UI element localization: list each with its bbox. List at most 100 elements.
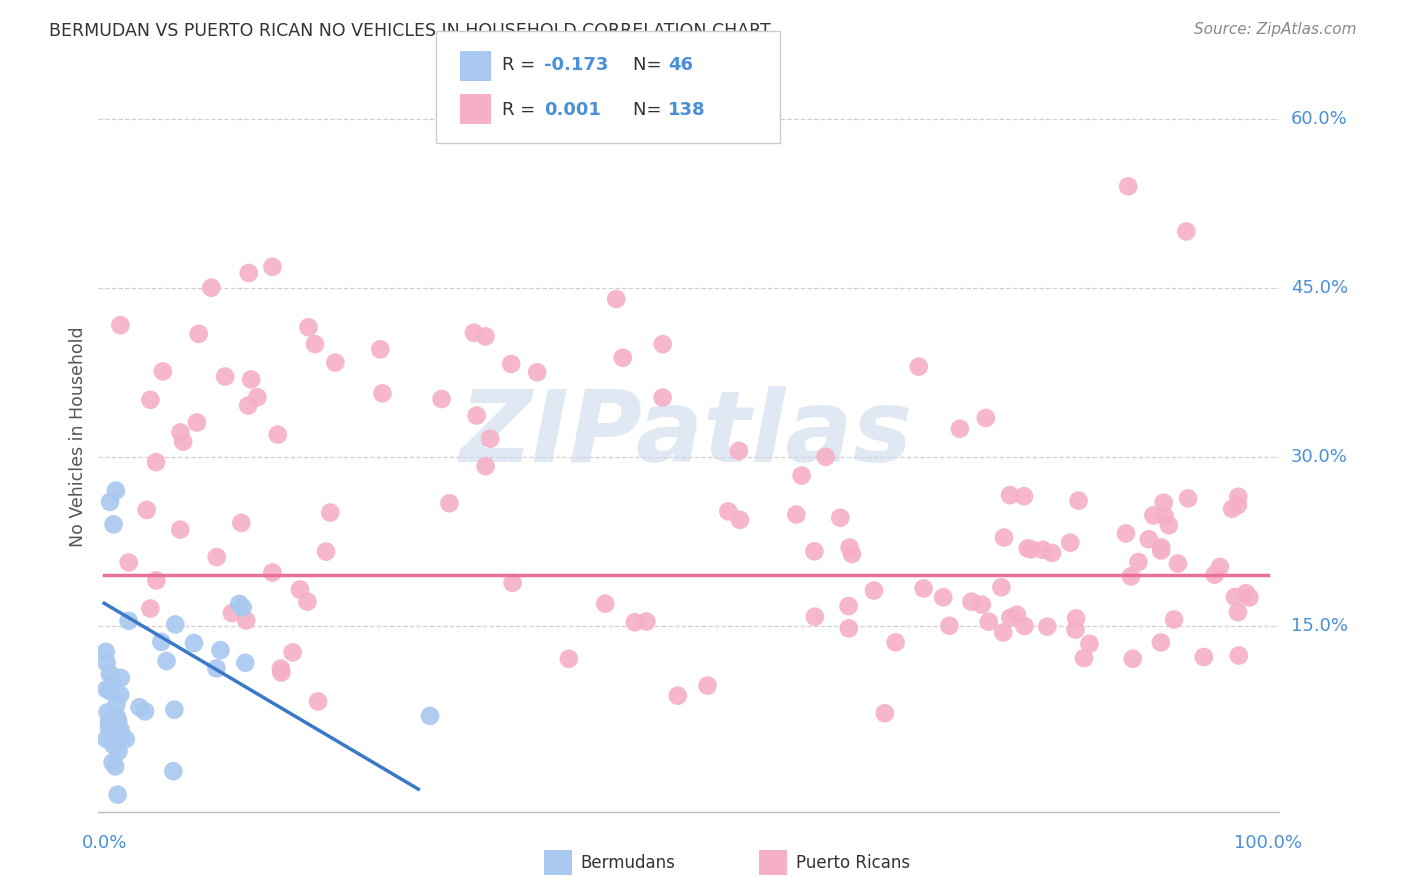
Point [728,513,751,527]
Point [624,615,647,630]
Point [696,679,718,693]
Point [938,618,960,632]
Point [172,434,194,449]
Point [238,399,260,413]
Point [884,635,907,649]
Point [990,580,1012,594]
Point [1192,650,1215,665]
Point [368,343,391,357]
Point [993,625,1015,640]
Point [262,566,284,580]
Point [228,597,250,611]
Point [200,281,222,295]
Point [105,710,128,724]
Point [479,432,502,446]
Point [907,359,929,374]
Point [1150,541,1173,555]
Point [205,661,228,675]
Point [932,591,955,605]
Point [1005,607,1028,622]
Point [114,732,136,747]
Point [163,703,186,717]
Point [1078,637,1101,651]
Point [150,635,173,649]
Point [1116,179,1139,194]
Point [98,684,121,698]
Point [1167,557,1189,571]
Point [98,721,121,735]
Point [1223,590,1246,604]
Point [107,714,129,728]
Point [288,582,311,597]
Point [1059,535,1081,549]
Point [501,357,523,371]
Point [155,654,177,668]
Point [790,468,813,483]
Point [169,425,191,440]
Point [651,337,673,351]
Point [1227,490,1250,504]
Point [145,455,167,469]
Text: Source: ZipAtlas.com: Source: ZipAtlas.com [1194,22,1357,37]
Point [502,575,524,590]
Point [105,698,128,712]
Point [1163,613,1185,627]
Point [912,582,935,596]
Point [96,682,118,697]
Point [97,715,120,730]
Point [785,508,807,522]
Point [169,523,191,537]
Point [103,713,125,727]
Point [267,427,290,442]
Point [110,723,132,737]
Text: 15.0%: 15.0% [1291,616,1348,635]
Point [98,666,121,681]
Point [304,337,326,351]
Point [108,688,131,702]
Point [139,601,162,615]
Point [1017,541,1039,556]
Point [974,411,997,425]
Point [636,615,658,629]
Point [1019,542,1042,557]
Point [838,599,860,613]
Point [162,764,184,779]
Point [1014,619,1036,633]
Point [205,550,228,565]
Point [110,671,132,685]
Point [717,504,740,518]
Point [998,488,1021,502]
Point [152,364,174,378]
Point [307,694,329,708]
Point [371,386,394,401]
Text: 45.0%: 45.0% [1291,279,1348,297]
Point [325,355,347,369]
Point [1064,611,1087,625]
Point [103,517,125,532]
Point [474,459,496,474]
Point [1150,635,1173,649]
Point [221,606,243,620]
Point [593,597,616,611]
Point [474,329,496,343]
Point [246,390,269,404]
Point [1220,501,1243,516]
Text: -0.173: -0.173 [544,56,609,74]
Point [1067,493,1090,508]
Point [232,600,254,615]
Point [297,594,319,608]
Point [135,503,157,517]
Point [1122,652,1144,666]
Point [1153,509,1175,524]
Point [118,614,141,628]
Point [187,326,209,341]
Point [993,531,1015,545]
Text: N=: N= [633,101,666,119]
Point [977,615,1000,629]
Text: Puerto Ricans: Puerto Ricans [796,855,910,872]
Point [841,547,863,561]
Text: 0.0%: 0.0% [82,834,127,852]
Point [101,674,124,689]
Point [838,541,860,555]
Point [1204,567,1226,582]
